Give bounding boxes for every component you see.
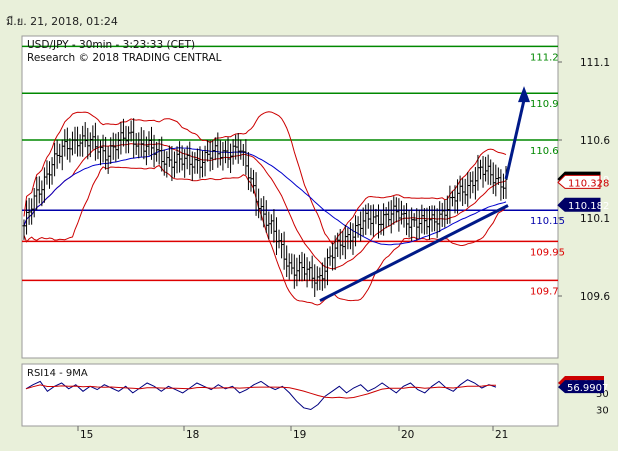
projection-arrow-shaft <box>504 99 526 180</box>
rsi-line <box>25 379 497 411</box>
level-label-110.15: 110.15 <box>530 216 565 227</box>
y-tick-label: 109.6 <box>580 291 610 303</box>
x-tick-label: 21 <box>495 429 508 441</box>
ascending-trendline <box>319 204 509 303</box>
rsi-panel: 503062.00656.9907 <box>25 376 609 416</box>
price-tag-bg <box>557 197 601 212</box>
x-axis-ticks: 15 18 19 20 21 <box>77 426 508 441</box>
rsi-plot-area <box>21 363 559 427</box>
y-tick-label: 111.1 <box>580 57 610 69</box>
main-plot-area <box>21 35 559 359</box>
x-tick-label: 15 <box>80 429 93 441</box>
level-label-111.2: 111.2 <box>530 52 559 63</box>
rsi-y-tick-label: 30 <box>596 405 609 416</box>
bollinger-lower-line <box>23 164 507 306</box>
analysis-drawings <box>319 86 530 303</box>
level-lines: 111.2 110.9 110.6 110.15 109.95 109.7 <box>22 45 565 297</box>
x-tick-label: 20 <box>401 429 414 441</box>
level-label-109.7: 109.7 <box>530 286 559 297</box>
rsi-title: RSI14 - 9MA <box>27 368 88 379</box>
level-label-110.9: 110.9 <box>530 99 559 110</box>
chart-title: USD/JPY - 30min - 3:23:33 (CET) <box>27 39 195 51</box>
projection-arrow-head <box>518 86 530 103</box>
level-label-110.6: 110.6 <box>530 146 559 157</box>
y-tick-label: 110.1 <box>580 213 610 225</box>
price-tag-bg <box>557 174 601 189</box>
level-label-109.95: 109.95 <box>530 247 565 258</box>
price-candles <box>22 118 508 298</box>
y-tick-label: 110.6 <box>580 135 610 147</box>
moving-average-line <box>23 147 507 246</box>
rsi-y-tick-label: 50 <box>596 389 609 400</box>
price-tag-label: 110.328 <box>568 178 609 189</box>
timestamp-header: มี.ย. 21, 2018, 01:24 <box>6 15 118 28</box>
price-tag-label: 110.182 <box>568 201 609 212</box>
x-tick-label: 19 <box>293 429 306 441</box>
rsi-tag-bg <box>558 380 604 394</box>
x-tick-label: 18 <box>186 429 199 441</box>
bollinger-middle-line <box>23 143 507 270</box>
indicator-lines <box>23 111 507 306</box>
chart-subtitle: Research © 2018 TRADING CENTRAL <box>27 52 222 64</box>
bollinger-upper-line <box>23 111 507 246</box>
rsi-ma-line <box>25 384 497 399</box>
rsi-tag-label: 56.9907 <box>567 383 608 394</box>
y-axis-ticks: 111.1 110.6 110.1 109.6 <box>558 57 610 303</box>
